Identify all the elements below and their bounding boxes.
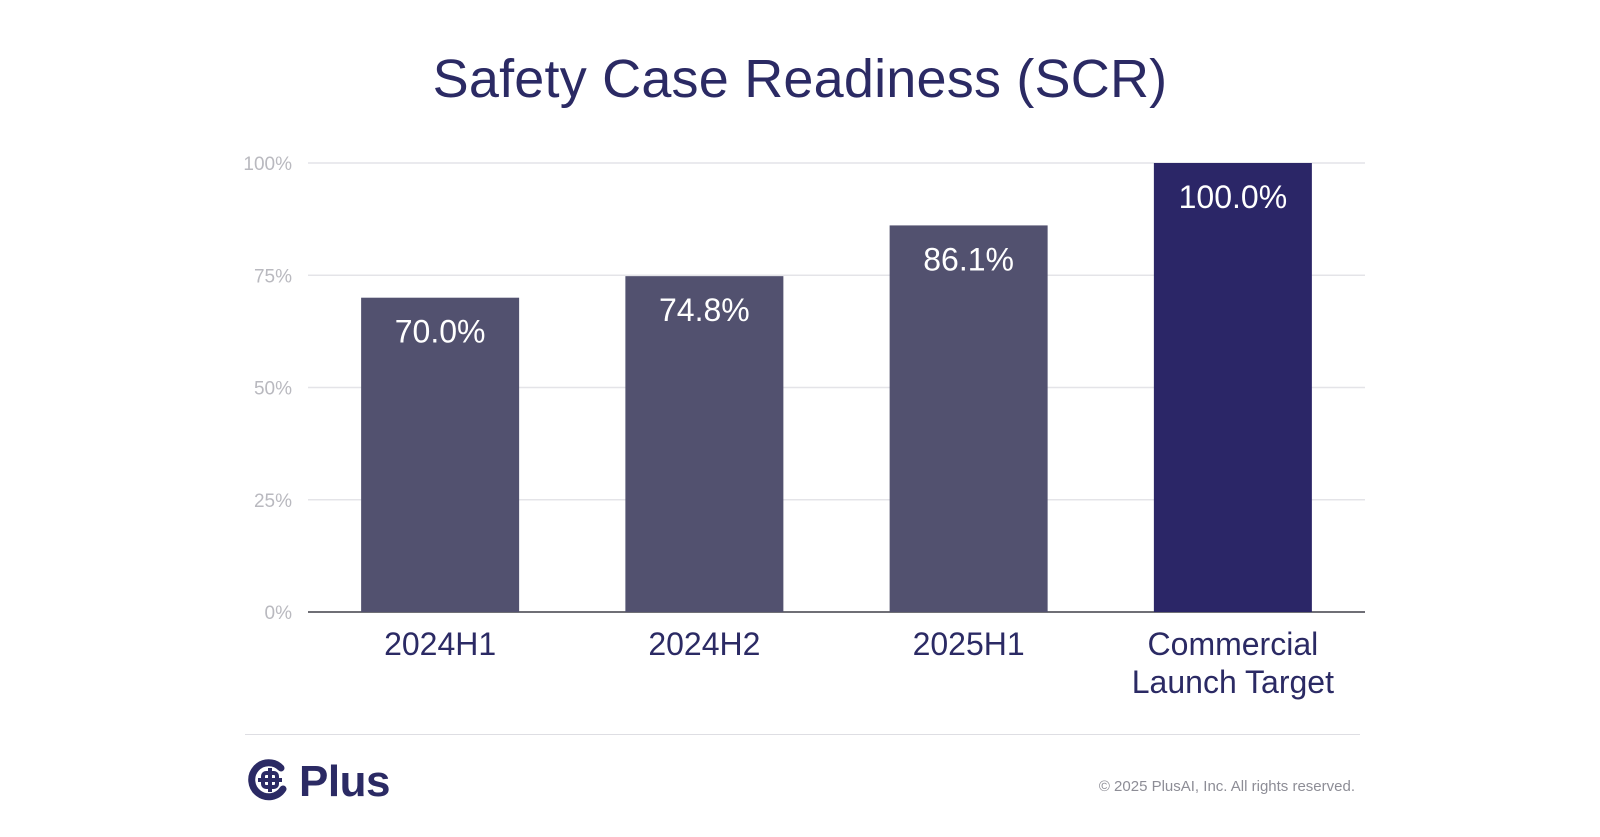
bar-value-label: 70.0% (395, 314, 486, 350)
chart-title: Safety Case Readiness (SCR) (432, 49, 1168, 109)
y-tick-label: 75% (254, 266, 292, 287)
bar-commercial-launch-target (1153, 163, 1312, 612)
plus-logo[interactable]: Plus (245, 757, 390, 807)
bar-2024h1 (361, 297, 520, 612)
y-tick-label: 50% (254, 379, 292, 400)
labels: 0% 25% 50% 75% 100% 70.0% 2024H1 74.8% 2024H2 86.… (243, 154, 1334, 700)
y-tick-label: 0% (265, 603, 293, 624)
y-tick-label: 25% (254, 491, 292, 512)
bar-2025h1 (889, 225, 1048, 612)
x-category-label: 2025H1 (913, 626, 1025, 662)
plus-logo-icon (245, 758, 293, 807)
y-tick-label: 100% (243, 154, 292, 175)
copyright-text: © 2025 PlusAI, Inc. All rights reserved. (1098, 778, 1355, 795)
bar-value-label: 86.1% (923, 241, 1014, 277)
footer-divider (245, 734, 1360, 735)
x-category-label: Launch Target (1132, 664, 1334, 700)
x-category-label: Commercial (1148, 626, 1319, 662)
bar-value-label: 74.8% (659, 292, 750, 328)
plus-logo-text: Plus (299, 757, 390, 806)
bar-value-label: 100.0% (1179, 179, 1288, 215)
bar-2024h2 (625, 276, 784, 612)
bars (361, 163, 1312, 612)
x-category-label: 2024H1 (384, 626, 496, 662)
x-category-label: 2024H2 (648, 626, 760, 662)
